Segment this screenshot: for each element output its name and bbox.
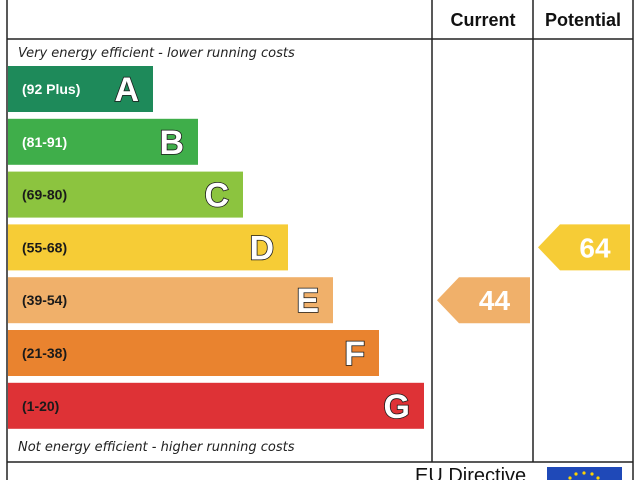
header-current: Current [450, 10, 515, 30]
bottom-note: Not energy efficient - higher running co… [18, 440, 295, 455]
band-e-range: (39-54) [22, 292, 67, 308]
current-score-arrow [437, 277, 530, 324]
score-arrows: 44 64 [437, 224, 630, 324]
band-f-bar [8, 330, 379, 376]
band-d-range: (55-68) [22, 239, 67, 255]
band-d-bar [8, 224, 288, 271]
band-c-bar [8, 171, 243, 218]
band-b-range: (81-91) [22, 134, 67, 150]
band-g-range: (1-20) [22, 398, 59, 414]
band-a-range: (92 Plus) [22, 81, 80, 97]
band-b-bar [8, 118, 198, 165]
potential-score-value: 64 [579, 232, 611, 263]
band-c-letter: C [204, 177, 229, 215]
eu-flag-icon [547, 467, 622, 480]
header-potential: Potential [545, 10, 621, 30]
chart-frame [6, 0, 634, 480]
band-d-letter: D [249, 229, 274, 267]
band-a-letter: A [114, 71, 139, 109]
current-score-value: 44 [479, 285, 511, 316]
band-e-bar [8, 277, 333, 324]
rating-bands: (92 Plus) A (81-91) B (69-80) C (55-68) D (39-54… [8, 66, 424, 429]
band-b-letter: B [159, 124, 184, 162]
top-note: Very energy efficient - lower running co… [18, 46, 295, 61]
band-f-letter: F [344, 335, 365, 373]
band-e-letter: E [296, 282, 319, 320]
band-a-bar [8, 66, 153, 112]
band-g-letter: G [384, 388, 410, 426]
band-g-bar [8, 382, 424, 429]
footer-eu-directive: EU Directive [415, 465, 526, 480]
potential-score-arrow [538, 224, 630, 271]
band-f-range: (21-38) [22, 345, 67, 361]
band-c-range: (69-80) [22, 187, 67, 203]
